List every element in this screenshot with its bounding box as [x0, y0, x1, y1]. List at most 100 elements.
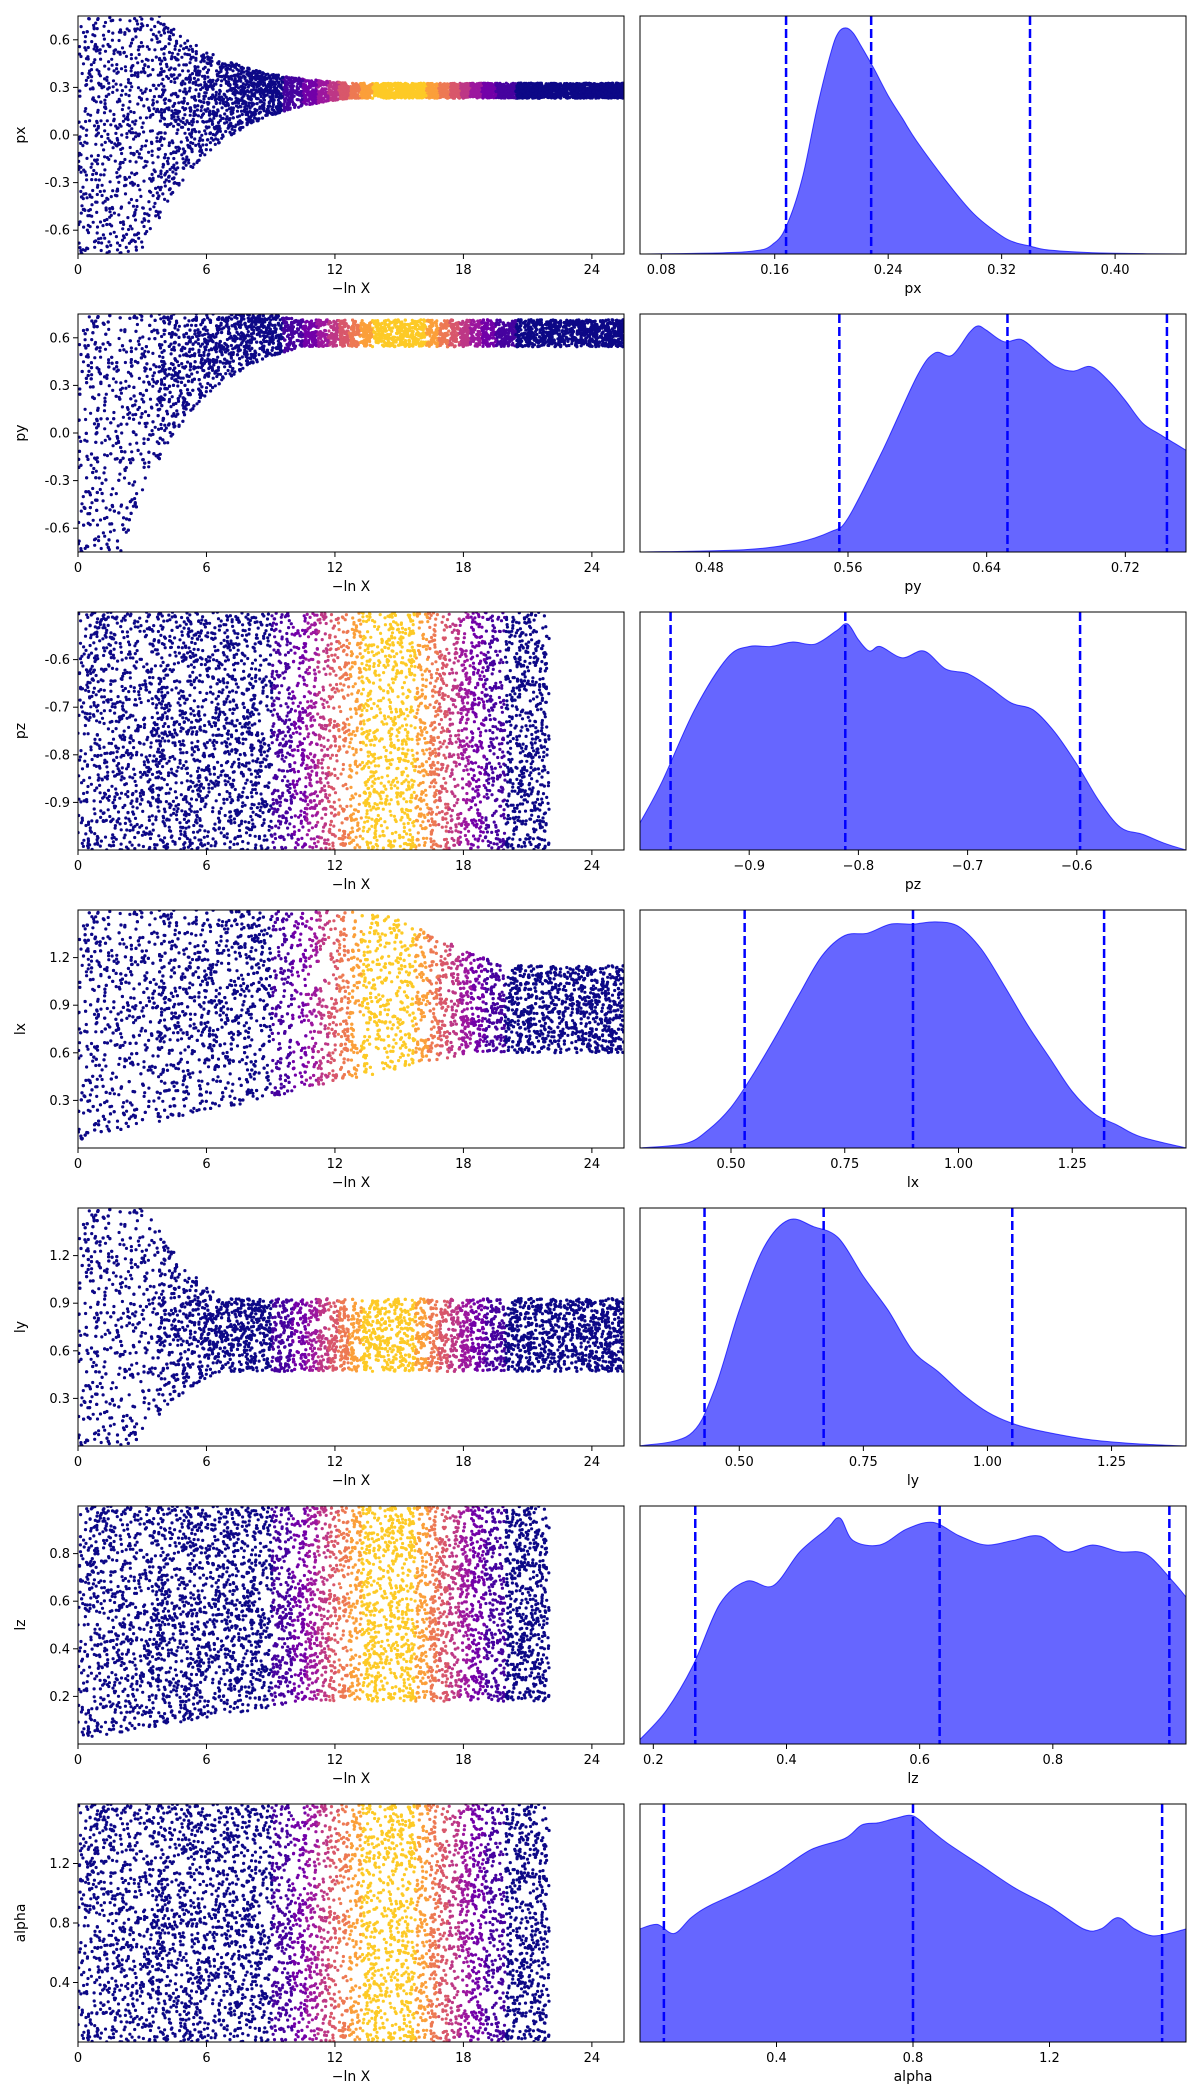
posterior-py-xtick-label: 0.64: [972, 561, 1001, 576]
trace-pz-frame: [77, 611, 625, 851]
posterior-px-xtick-label: 0.24: [874, 263, 903, 278]
posterior-lz-frame: [639, 1505, 1187, 1745]
trace-lz-ytick-label: 0.8: [49, 1547, 70, 1562]
trace-px-xtick-label: 6: [202, 263, 210, 278]
trace-px-points: [78, 16, 624, 254]
posterior-pz-density-area: [639, 623, 1187, 851]
trace-pz-points: [78, 612, 551, 850]
trace-lx-xlabel: −ln X: [332, 1175, 371, 1191]
posterior-pz-panel: −0.9 −0.8 −0.7 −0.6 pz: [639, 611, 1187, 893]
trace-pz-ytick-label: -0.8: [45, 748, 70, 763]
trace-px-xtick-label: 12: [327, 263, 344, 278]
posterior-ly-xlabel: ly: [907, 1473, 919, 1489]
posterior-lx-frame: [639, 909, 1187, 1149]
posterior-px-xtick-label: 0.08: [647, 263, 676, 278]
trace-alpha-panel: 0 6 12 18 24 0.4 0.8 1.2 −ln X alpha: [13, 1803, 625, 2085]
trace-pz-ytick-label: -0.6: [45, 653, 70, 668]
posterior-lz-xtick-label: 0.6: [909, 1753, 930, 1768]
trace-px-ytick-label: -0.6: [45, 224, 70, 239]
trace-pz-ytick-label: -0.9: [45, 796, 70, 811]
trace-lz-xtick-label: 24: [584, 1753, 601, 1768]
trace-alpha-xtick-label: 18: [455, 2051, 472, 2066]
posterior-lx-xtick-label: 0.75: [830, 1157, 859, 1172]
trace-ly-panel: 0 6 12 18 24 0.3 0.6 0.9 1.2 −ln X ly: [13, 1207, 625, 1489]
posterior-pz-xtick-label: −0.9: [733, 859, 765, 874]
posterior-px-xtick-label: 0.16: [760, 263, 789, 278]
trace-py-xtick-label: 6: [202, 561, 210, 576]
trace-lz-frame: [77, 1505, 625, 1745]
trace-lx-xtick-label: 6: [202, 1157, 210, 1172]
trace-py-xtick-label: 24: [584, 561, 601, 576]
trace-alpha-points: [78, 1804, 551, 2042]
posterior-alpha-panel: 0.4 0.8 1.2 alpha: [639, 1803, 1187, 2085]
trace-lz-xtick-label: 18: [455, 1753, 472, 1768]
trace-px-xlabel: −ln X: [332, 281, 371, 297]
trace-pz-xtick-label: 12: [327, 859, 344, 874]
trace-pz-ytick-label: -0.7: [45, 701, 70, 716]
trace-px-ytick-label: 0.0: [49, 129, 70, 144]
posterior-lx-panel: 0.50 0.75 1.00 1.25 lx: [639, 909, 1187, 1191]
trace-lx-frame: [77, 909, 625, 1149]
posterior-pz-xlabel: pz: [905, 877, 921, 893]
posterior-py-panel: 0.48 0.56 0.64 0.72 py: [639, 313, 1187, 595]
posterior-ly-xtick-label: 0.75: [849, 1455, 878, 1470]
trace-alpha-xtick-label: 12: [327, 2051, 344, 2066]
posterior-ly-frame: [639, 1207, 1187, 1447]
posterior-lx-xtick-label: 1.25: [1058, 1157, 1087, 1172]
trace-pz-xtick-label: 18: [455, 859, 472, 874]
trace-py-xtick-label: 18: [455, 561, 472, 576]
posterior-lx-xtick-label: 1.00: [944, 1157, 973, 1172]
trace-py-xlabel: −ln X: [332, 579, 371, 595]
trace-py-xtick-label: 0: [74, 561, 82, 576]
trace-lz-xtick-label: 0: [74, 1753, 82, 1768]
trace-py-ytick-label: 0.3: [49, 379, 70, 394]
posterior-lx-xlabel: lx: [907, 1175, 919, 1191]
trace-px-ytick-label: 0.3: [49, 81, 70, 96]
posterior-ly-panel: 0.50 0.75 1.00 1.25 ly: [639, 1207, 1187, 1489]
posterior-pz-xtick-label: −0.7: [952, 859, 984, 874]
trace-py-xtick-label: 12: [327, 561, 344, 576]
trace-px-ylabel: px: [13, 126, 29, 143]
trace-py-ytick-label: -0.3: [45, 474, 70, 489]
trace-alpha-xtick-label: 0: [74, 2051, 82, 2066]
trace-lx-ytick-label: 1.2: [49, 951, 70, 966]
posterior-ly-xtick-label: 1.00: [973, 1455, 1002, 1470]
trace-lz-ylabel: lz: [13, 1619, 29, 1630]
trace-ly-points: [78, 1208, 624, 1446]
trace-px-xtick-label: 18: [455, 263, 472, 278]
trace-lz-ytick-label: 0.4: [49, 1642, 70, 1657]
trace-alpha-xtick-label: 6: [202, 2051, 210, 2066]
trace-px-xtick-label: 24: [584, 263, 601, 278]
trace-ly-ytick-label: 0.3: [49, 1392, 70, 1407]
trace-ly-ytick-label: 1.2: [49, 1249, 70, 1264]
posterior-px-frame: [639, 15, 1187, 255]
trace-lx-ylabel: lx: [13, 1023, 29, 1035]
posterior-py-xtick-label: 0.48: [695, 561, 724, 576]
trace-px-ytick-label: 0.6: [49, 33, 70, 48]
posterior-lz-density-area: [639, 1517, 1187, 1745]
trace-pz-ylabel: pz: [13, 723, 29, 739]
trace-lz-xtick-label: 6: [202, 1753, 210, 1768]
trace-px-ytick-label: -0.3: [45, 176, 70, 191]
trace-lx-ytick-label: 0.6: [49, 1046, 70, 1061]
trace-ly-xtick-label: 0: [74, 1455, 82, 1470]
trace-lx-xtick-label: 0: [74, 1157, 82, 1172]
posterior-lz-xlabel: lz: [907, 1771, 918, 1787]
posterior-py-xlabel: py: [904, 579, 921, 595]
posterior-px-xtick-label: 0.32: [987, 263, 1016, 278]
trace-lz-ytick-label: 0.2: [49, 1690, 70, 1705]
trace-alpha-xtick-label: 24: [584, 2051, 601, 2066]
trace-alpha-xlabel: −ln X: [332, 2069, 371, 2085]
trace-pz-xtick-label: 24: [584, 859, 601, 874]
trace-lz-xlabel: −ln X: [332, 1771, 371, 1787]
posterior-lx-xtick-label: 0.50: [717, 1157, 746, 1172]
trace-lx-panel: 0 6 12 18 24 0.3 0.6 0.9 1.2 −ln X lx: [13, 909, 625, 1191]
posterior-alpha-xtick-label: 0.4: [766, 2051, 787, 2066]
trace-lx-ytick-label: 0.3: [49, 1094, 70, 1109]
trace-px-xtick-label: 0: [74, 263, 82, 278]
trace-lz-ytick-label: 0.6: [49, 1595, 70, 1610]
trace-ly-xtick-label: 6: [202, 1455, 210, 1470]
posterior-py-frame: [639, 313, 1187, 553]
posterior-ly-xtick-label: 1.25: [1097, 1455, 1126, 1470]
trace-ly-xtick-label: 18: [455, 1455, 472, 1470]
